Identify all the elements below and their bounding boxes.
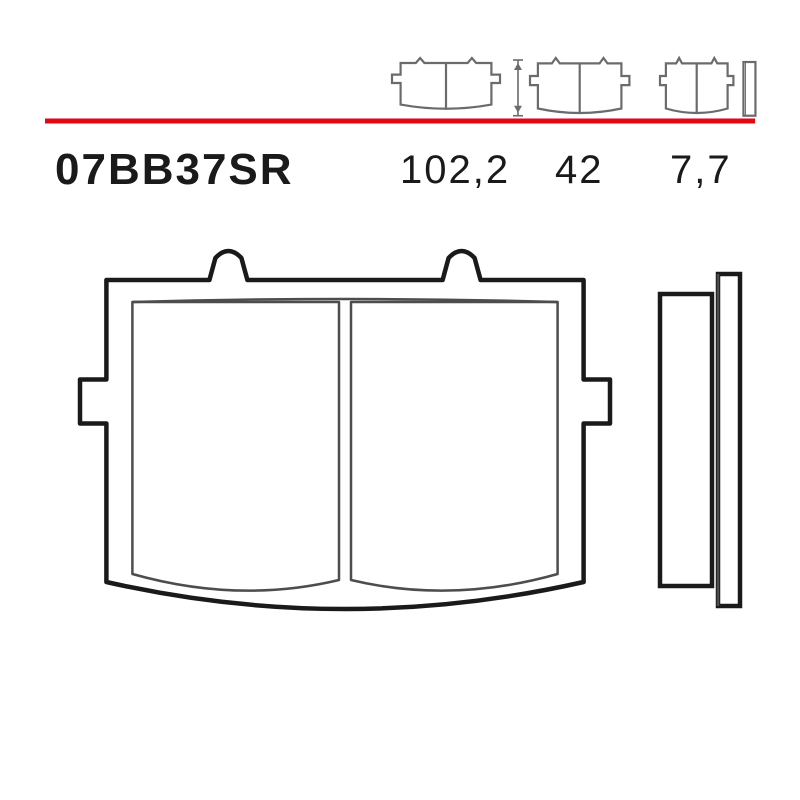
- part-number: 07BB37SR: [55, 145, 294, 195]
- header-dimension-icons: [0, 28, 800, 108]
- brake-pad-front-view: [80, 251, 610, 609]
- red-separator-line: [45, 118, 755, 124]
- height-icon: [513, 58, 629, 116]
- diagram-svg: [0, 230, 800, 770]
- brake-pad-diagram: [0, 230, 800, 770]
- width-icon: [392, 58, 500, 118]
- thickness-icon: [660, 58, 758, 118]
- spec-row: 07BB37SR 102,2 42 7,7: [0, 140, 800, 200]
- dimension-thickness: 7,7: [670, 148, 732, 193]
- dimension-height: 42: [555, 148, 604, 193]
- dimension-width: 102,2: [400, 148, 510, 193]
- dimension-icons-svg: [0, 28, 800, 118]
- spec-sheet: { "part_number": "07BB37SR", "dimensions…: [0, 0, 800, 800]
- brake-pad-side-view: [660, 274, 740, 606]
